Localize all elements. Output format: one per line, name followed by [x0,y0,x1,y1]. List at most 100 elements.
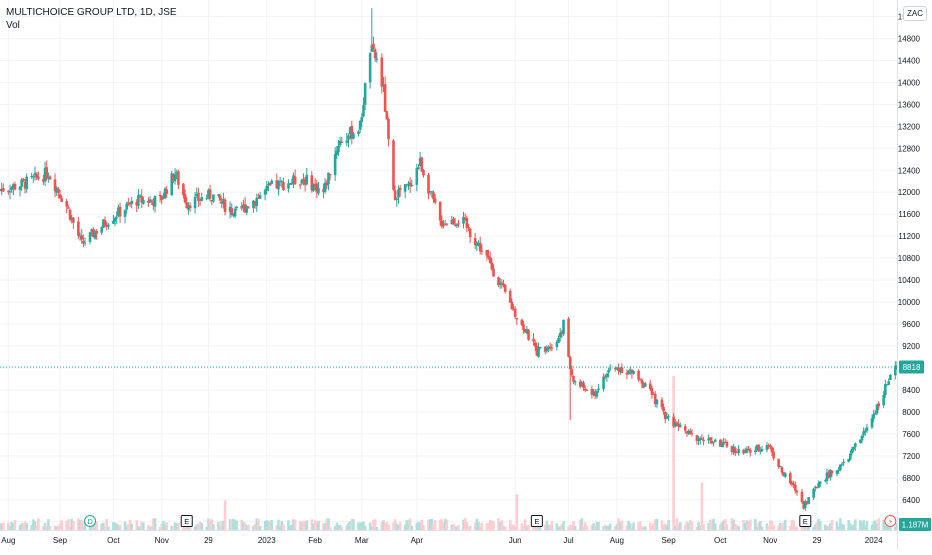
volume-bar [123,521,127,530]
candle-body [770,447,774,453]
price-tick-label: 14400 [898,56,921,65]
event-marker-dividend[interactable]: D [84,515,97,527]
time-tick-label: Sep [661,536,676,545]
candle-body [118,206,122,217]
candle-body [572,375,575,382]
symbol-title[interactable]: MULTICHOICE GROUP LTD, 1D, JSE [6,7,177,18]
volume-bar [698,525,702,530]
candle-body [617,368,620,371]
volume-bar [593,525,597,530]
candle-body [77,221,80,236]
candle-body [298,184,302,186]
volume-bar [278,526,282,530]
candle-body [712,442,715,444]
candle-body [640,379,644,384]
price-tick-label: 11200 [898,232,920,241]
candle-body [360,117,364,122]
event-marker-label: E [803,517,808,526]
volume-bar [333,526,337,530]
time-tick-label: Apr [411,536,424,545]
event-marker-earnings[interactable]: E [180,515,193,527]
candle-body [839,464,842,471]
candle-body [112,220,115,224]
last-price-label: 8818 [903,363,921,372]
candle-body [138,195,142,197]
volume-label[interactable]: Vol [6,20,20,31]
volume-bar [22,523,25,530]
time-tick-label: Aug [610,536,624,545]
volume-bar [382,520,385,530]
candle-body [743,451,747,453]
candle-body [660,399,664,408]
volume-bar [502,526,505,530]
price-tick-label: 9600 [902,320,920,329]
candle-body [312,184,315,191]
candle-body [68,209,72,220]
candle-body [267,184,270,186]
volume-bar [257,518,260,530]
candle-body [163,188,167,199]
volume-bar [849,523,852,530]
candle-body [590,388,594,395]
candle-body [453,224,457,226]
candle-body [488,257,492,264]
volume-bar [770,520,774,530]
candle-body [347,135,350,140]
candle-body [415,168,419,185]
candle-body [183,194,187,203]
candle-body [685,431,689,434]
candle-body [337,145,340,153]
candle-body [257,197,260,199]
volume-bar [432,524,435,530]
volume-bar [255,518,259,530]
candle-body [338,140,342,146]
time-tick-label: 2023 [258,536,276,545]
volume-bar [20,523,23,530]
time-tick-label: Nov [155,536,169,545]
volume-bar [53,525,57,530]
volume-bar [315,523,319,530]
volume-bar [78,520,82,530]
price-axis[interactable]: 6000640068007200760080008400880092009600… [897,0,932,550]
event-markers[interactable]: D E E E ⚡ [84,515,897,527]
candle-body [648,383,652,390]
volume-bar [107,526,110,530]
volume-bar [395,523,399,530]
volume-bar [512,524,515,530]
candle-body [835,470,839,474]
candle-body [303,178,307,185]
price-tick-label: 6400 [902,496,920,505]
candle-body [392,140,395,190]
candle-body [642,382,645,388]
candle-body [777,458,780,467]
volume-bar [473,522,477,530]
volume-bar [415,522,419,530]
volume-bar [617,518,620,530]
candle-body [45,167,48,179]
event-marker-earnings[interactable]: E [799,515,812,527]
chart-legend: MULTICHOICE GROUP LTD, 1D, JSE Vol [6,6,177,32]
candle-body [102,219,105,227]
volume-bar [753,518,757,530]
event-marker-earnings[interactable]: E [530,515,543,527]
volume-bar [852,524,855,530]
currency-button[interactable]: ZAC [903,6,927,21]
time-axis[interactable]: Aug Sep Oct Nov 29 2023 Feb Mar Apr Jun Jul Aug Sep O… [0,530,897,546]
event-marker-news[interactable]: ⚡ [884,515,897,527]
candle-body [60,198,63,202]
candle-body [707,438,710,441]
candle-body [735,452,739,454]
volume-bar [103,526,107,530]
volume-bar [322,523,325,530]
volume-bar [422,525,425,530]
candle-body [854,443,857,447]
volume-bar [720,522,724,530]
volume-bar [733,523,737,530]
volume-bar [525,526,529,530]
candle-body [362,105,365,117]
volume-bar [710,520,714,530]
candle-body [293,176,297,185]
candle-body [80,235,83,240]
